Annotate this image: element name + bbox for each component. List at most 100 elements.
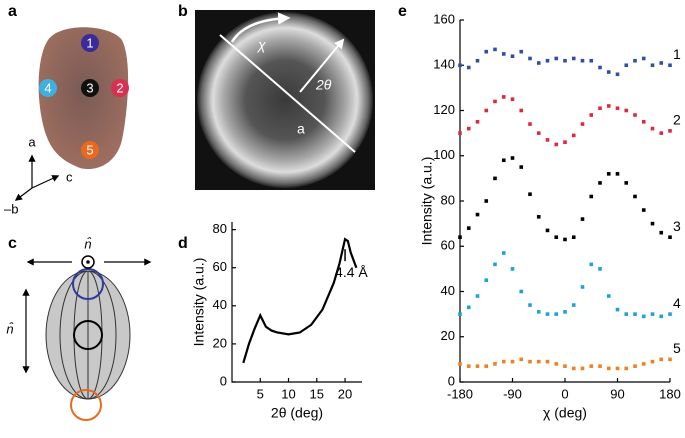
point: [563, 364, 567, 368]
y-tick-label: 120: [433, 102, 455, 117]
point: [580, 366, 585, 371]
y-tick-label: 0: [220, 373, 227, 388]
y-axis-label: Intensity (a.u.): [191, 258, 207, 347]
point: [493, 262, 497, 267]
point: [633, 312, 637, 316]
point: [668, 63, 672, 68]
point: [571, 56, 576, 61]
point: [519, 289, 524, 294]
point: [563, 237, 567, 242]
point: [501, 52, 506, 56]
b-label: χ: [256, 37, 266, 53]
point: [659, 357, 664, 362]
series-label: 3: [673, 218, 681, 234]
spot-label: 4: [44, 80, 51, 95]
x-axis-label: 2θ (deg): [271, 405, 323, 421]
spot: [39, 79, 57, 97]
point: [536, 131, 541, 135]
point: [598, 181, 602, 185]
y-tick-label: 40: [441, 283, 455, 298]
two-theta-arrow: [299, 38, 345, 93]
y-axis-label: Intensity (a.u.): [419, 157, 435, 246]
point: [519, 165, 524, 169]
b-label: 2θ: [315, 77, 332, 93]
point: [598, 364, 602, 368]
point: [589, 364, 594, 368]
point: [668, 235, 672, 239]
point: [606, 366, 611, 371]
point: [545, 138, 550, 142]
series-label: 1: [673, 46, 681, 62]
point: [606, 70, 611, 74]
point: [659, 314, 664, 319]
spot-label: 5: [86, 142, 93, 157]
point: [545, 312, 550, 316]
point: [589, 113, 594, 117]
point: [650, 359, 655, 364]
point: [624, 63, 629, 68]
point: [650, 312, 655, 316]
y-tick-label: 160: [433, 11, 455, 26]
panel-b: χ 2θ a: [195, 10, 375, 190]
ring-blue: [72, 268, 104, 300]
point: [493, 176, 497, 181]
point: [624, 312, 629, 316]
point: [589, 58, 594, 63]
x-tick-label: 180: [659, 386, 681, 401]
out-of-plane: [86, 260, 90, 264]
point: [501, 95, 506, 99]
point: [554, 56, 559, 61]
point: [615, 366, 620, 371]
point: [501, 359, 506, 364]
point: [668, 312, 672, 316]
panel-label: d: [178, 235, 188, 252]
point: [580, 58, 585, 63]
point: [475, 294, 480, 298]
point: [571, 366, 576, 371]
point: [528, 122, 532, 126]
spot-label: 2: [116, 80, 123, 95]
y-tick-label: 60: [213, 259, 227, 274]
series-label: 4: [673, 295, 681, 311]
point: [510, 156, 515, 160]
point: [606, 104, 611, 108]
point: [580, 217, 585, 221]
point: [519, 108, 524, 113]
point: [475, 212, 480, 217]
y-tick-label: 60: [441, 238, 455, 253]
point: [598, 65, 602, 70]
panel-label: c: [8, 235, 17, 252]
point: [466, 65, 471, 70]
point: [475, 364, 480, 368]
point: [633, 58, 637, 63]
point: [545, 228, 550, 233]
ring-black: [73, 320, 103, 350]
point: [641, 362, 646, 366]
point: [484, 364, 489, 368]
y-tick-label: 80: [441, 192, 455, 207]
point: [554, 142, 559, 147]
point: [641, 56, 646, 61]
point: [510, 97, 515, 101]
point: [484, 108, 489, 113]
point: [501, 251, 506, 255]
point: [633, 113, 637, 117]
point: [536, 310, 541, 314]
point: [536, 61, 541, 65]
spot: [111, 79, 129, 97]
point: [493, 362, 497, 366]
point: [598, 106, 602, 111]
x-axis-label: χ (deg): [543, 405, 587, 421]
point: [493, 99, 497, 104]
point: [606, 172, 611, 176]
y-tick-label: 100: [433, 147, 455, 162]
point: [528, 359, 532, 364]
point: [554, 235, 559, 239]
y-tick-label: 140: [433, 57, 455, 72]
point: [650, 63, 655, 68]
point: [563, 310, 567, 314]
point: [545, 58, 550, 63]
x-tick-label: 90: [610, 386, 624, 401]
spot: [81, 34, 99, 52]
series: [458, 95, 672, 147]
